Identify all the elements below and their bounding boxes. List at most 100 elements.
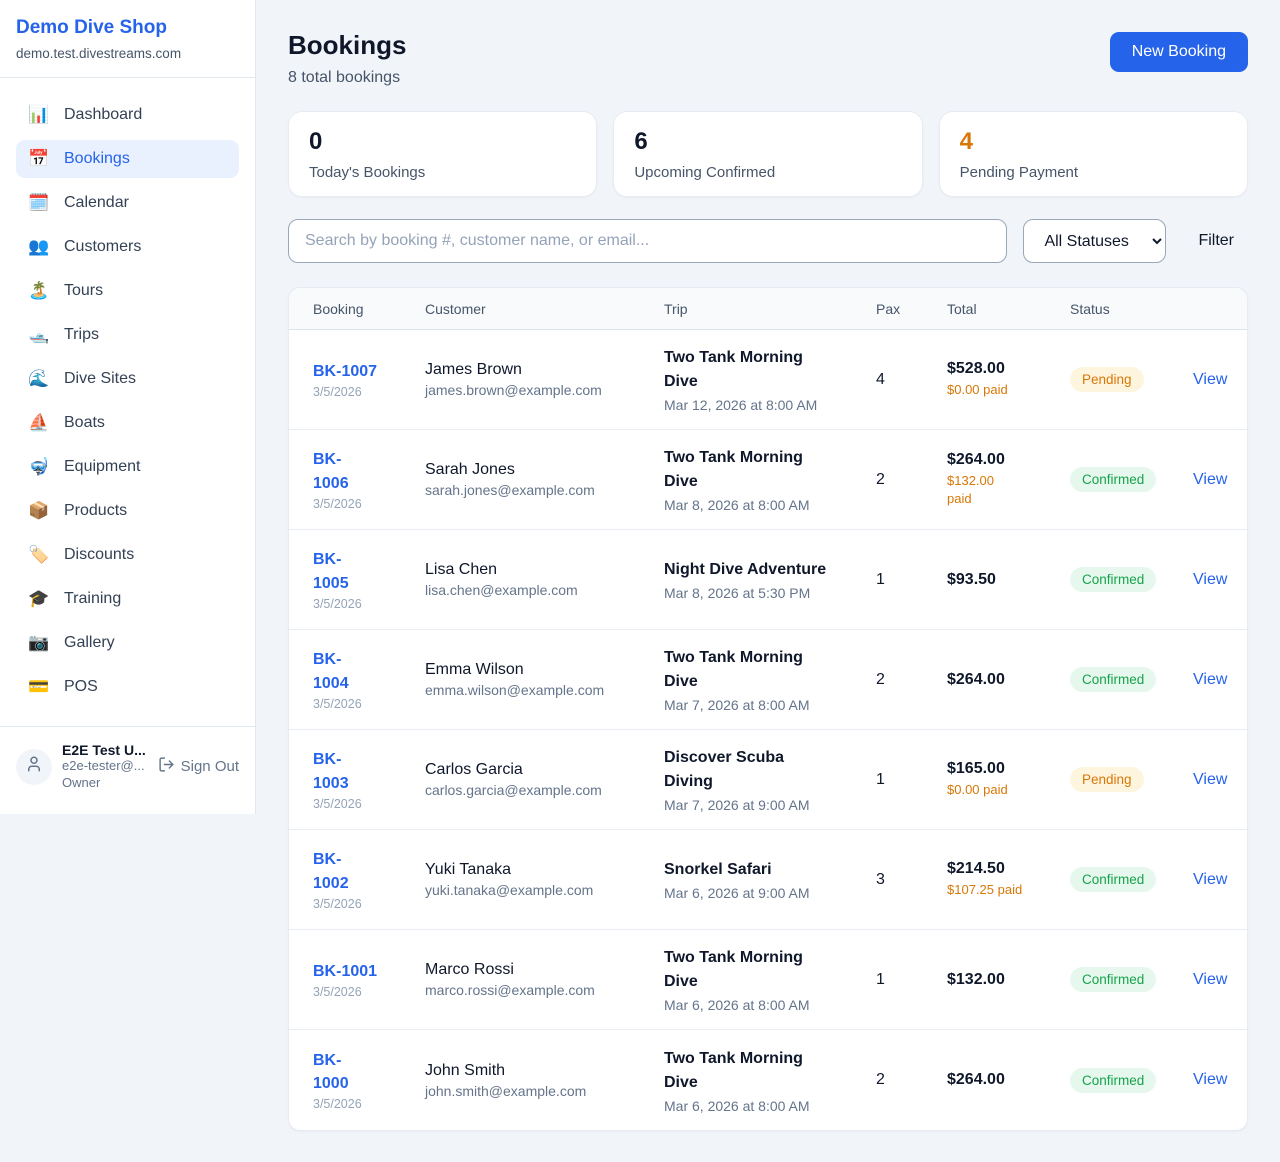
sidebar-item-label: Dashboard [64,105,143,123]
booking-cell: BK- 1006 3/5/2026 [313,448,425,510]
booking-id-link[interactable]: BK- 1005 [313,551,349,592]
status-cell: Confirmed [1070,967,1193,992]
sidebar-item-discounts[interactable]: 🏷️ Discounts [16,536,239,574]
total-paid: $0.00 paid [947,782,1008,798]
filters-row: All Statuses Filter [288,219,1248,263]
pax-cell: 1 [876,770,885,788]
customer-name: Carlos Garcia [425,761,523,778]
view-link[interactable]: View [1193,970,1228,988]
booking-id-link[interactable]: BK-1001 [313,962,378,980]
stat-card: 0 Today's Bookings [288,111,598,197]
sidebar-item-gallery[interactable]: 📷 Gallery [16,624,239,662]
booking-date: 3/5/2026 [313,796,362,811]
sidebar-item-pos[interactable]: 💳 POS [16,668,239,706]
sidebar-item-bookings[interactable]: 📅 Bookings [16,139,239,178]
new-booking-button[interactable]: New Booking [1109,32,1248,72]
status-badge: Pending [1070,767,1144,792]
column-header-total: Total [947,300,977,317]
sidebar-item-tours[interactable]: 🏝️ Tours [16,272,239,310]
trip-name: Discover Scuba Diving [664,749,785,790]
customer-name: John Smith [425,1061,506,1079]
view-cell: View [1193,571,1247,589]
app-root: Demo Dive Shop demo.test.divestreams.com… [0,0,1280,1131]
booking-date: 3/5/2026 [313,896,362,911]
customer-name: Yuki Tanaka [425,861,511,878]
sidebar-item-training[interactable]: 🎓 Training [16,580,239,618]
sidebar-item-equipment[interactable]: 🤿 Equipment [16,448,239,486]
booking-date: 3/5/2026 [313,496,362,511]
sidebar-item-boats[interactable]: ⛵ Boats [16,404,239,442]
booking-id-link[interactable]: BK-1007 [313,362,378,380]
stats-row: 0 Today's Bookings 6 Upcoming Confirmed … [288,111,1248,197]
trip-date: Mar 12, 2026 at 8:00 AM [664,397,818,413]
customer-email: lisa.chen@example.com [425,582,578,598]
booking-id-link[interactable]: BK- 1006 [313,451,349,492]
view-link[interactable]: View [1193,370,1228,388]
status-badge: Confirmed [1070,1067,1157,1093]
customer-cell: Marco Rossi marco.rossi@example.com [425,961,664,998]
customer-email: james.brown@example.com [425,382,602,398]
trip-name: Two Tank Morning Dive [664,449,803,490]
booking-id-link[interactable]: BK- 1003 [313,751,349,792]
status-badge: Confirmed [1070,667,1157,692]
customer-email: emma.wilson@example.com [425,682,605,698]
booking-cell: BK-1001 3/5/2026 [313,960,425,999]
sidebar-item-label: Tours [64,281,104,299]
view-link[interactable]: View [1193,870,1228,888]
customer-name: James Brown [425,361,522,378]
total-paid: $0.00 paid [947,382,1008,398]
avatar [16,748,52,785]
booking-date: 3/5/2026 [313,985,362,1000]
sidebar-item-trips[interactable]: 🛥️ Trips [16,316,239,354]
trip-cell: Two Tank Morning Dive Mar 6, 2026 at 8:0… [664,946,876,1013]
status-filter-select[interactable]: All Statuses [1023,219,1167,263]
sign-out-button[interactable]: Sign Out [158,756,239,777]
view-link[interactable]: View [1193,470,1228,488]
view-link[interactable]: View [1193,570,1228,588]
view-cell: View [1193,471,1247,489]
view-link[interactable]: View [1193,1071,1228,1088]
sidebar-item-customers[interactable]: 👥 Customers [16,228,239,266]
booking-id-link[interactable]: BK- 1004 [313,651,349,692]
sidebar-item-calendar[interactable]: 🗓️ Calendar [16,184,239,222]
booking-cell: BK-1007 3/5/2026 [313,360,425,399]
booking-id-link[interactable]: BK- 1002 [313,851,349,892]
total-cell: $132.00 [947,971,1070,989]
user-icon [25,755,43,778]
stat-card: 4 Pending Payment [938,111,1248,197]
trip-name: Two Tank Morning Dive [664,649,803,690]
page-subtitle: 8 total bookings [288,69,401,86]
status-badge: Confirmed [1070,567,1157,592]
sidebar-item-products[interactable]: 📦 Products [16,492,239,530]
sidebar-item-dashboard[interactable]: 📊 Dashboard [16,96,239,134]
island-icon: 🏝️ [28,280,50,300]
stat-label: Today's Bookings [309,163,426,181]
sidebar-item-dive-sites[interactable]: 🌊 Dive Sites [16,360,239,398]
trip-cell: Two Tank Morning Dive Mar 7, 2026 at 8:0… [664,646,876,713]
view-link[interactable]: View [1193,670,1228,688]
sailboat-icon: ⛵ [28,412,50,432]
total-amount: $165.00 [947,760,1005,778]
trip-cell: Discover Scuba Diving Mar 7, 2026 at 9:0… [664,746,876,813]
booking-date: 3/5/2026 [313,1097,362,1112]
filter-button[interactable]: Filter [1182,232,1248,250]
pax-cell: 2 [876,470,885,488]
booking-id-link[interactable]: BK- 1000 [313,1051,349,1092]
status-badge: Confirmed [1070,867,1157,892]
booking-date: 3/5/2026 [313,696,362,711]
table-row: BK- 1006 3/5/2026 Sarah Jones sarah.jone… [289,430,1247,530]
customer-cell: Sarah Jones sarah.jones@example.com [425,461,664,498]
view-link[interactable]: View [1193,770,1228,788]
main-content: Bookings 8 total bookings New Booking 0 … [256,0,1280,1131]
trip-name: Snorkel Safari [664,861,772,878]
trip-name: Two Tank Morning Dive [664,1049,803,1091]
booking-cell: BK- 1003 3/5/2026 [313,748,425,810]
total-cell: $214.50 $107.25 paid [947,860,1070,899]
motorboat-icon: 🛥️ [28,324,50,344]
booking-cell: BK- 1002 3/5/2026 [313,848,425,910]
people-icon: 👥 [28,236,50,256]
search-input[interactable] [288,219,1008,263]
total-amount: $132.00 [947,970,1005,988]
user-role: Owner [62,774,101,790]
total-paid: $107.25 paid [947,882,1023,898]
